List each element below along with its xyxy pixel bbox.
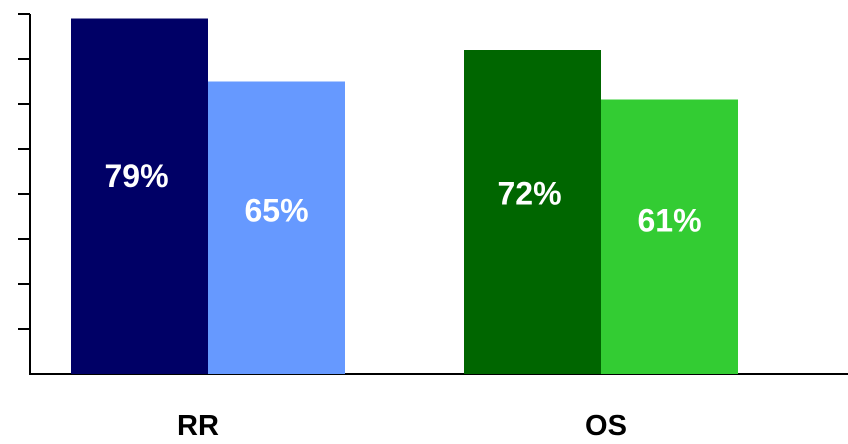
category-label-rr: RR: [177, 410, 219, 442]
bar-rr-1: [71, 18, 208, 374]
data-label-os-1: 72%: [497, 175, 561, 211]
data-label-os-2: 61%: [637, 202, 701, 238]
data-label-rr-2: 65%: [244, 193, 308, 229]
bar-os-1: [464, 50, 601, 374]
bar-os-2: [601, 99, 738, 374]
bars: [71, 18, 738, 374]
category-labels: RR OS: [177, 410, 627, 442]
data-labels: 79% 65% 72% 61%: [104, 158, 701, 239]
data-label-rr-1: 79%: [104, 158, 168, 194]
category-label-os: OS: [585, 410, 627, 442]
bar-rr-2: [208, 81, 345, 374]
